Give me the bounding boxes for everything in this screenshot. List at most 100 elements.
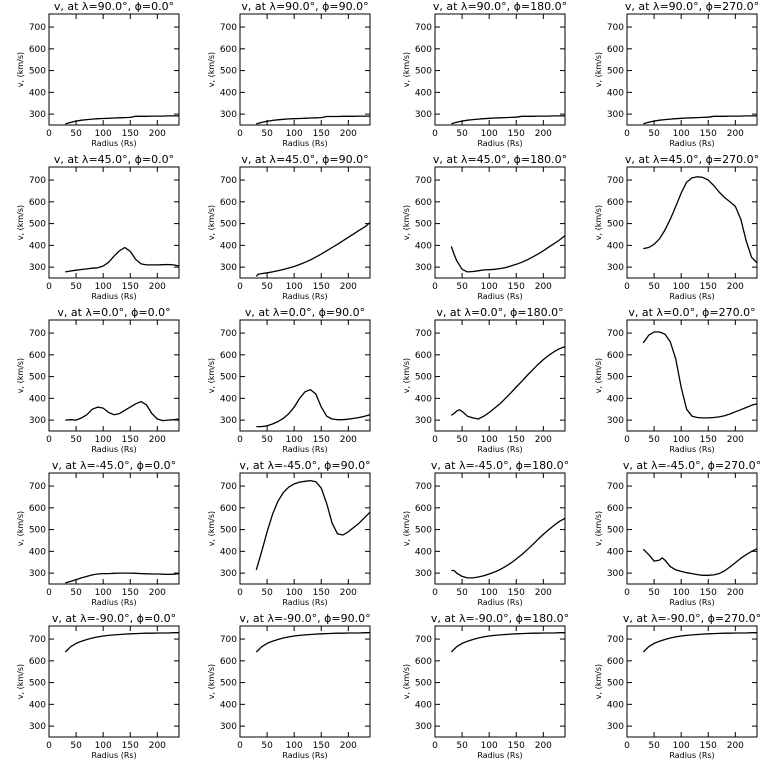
y-tick-label: 700: [607, 176, 624, 186]
plot-frame: [626, 472, 758, 585]
y-tick-label: 400: [220, 547, 237, 557]
x-tick-label: 150: [508, 282, 525, 292]
chart-panel: v, at λ=90.0°, ϕ=90.0° 0 50 100 150 200 300 400…: [207, 0, 371, 148]
panel-title: v, at λ=45.0°, ϕ=0.0°: [54, 153, 174, 166]
x-tick-label: 0: [46, 282, 52, 292]
x-tick-label: 200: [727, 435, 744, 445]
x-axis-label: Radius (Rs): [282, 292, 327, 301]
x-tick-label: 150: [700, 282, 717, 292]
x-tick-label: 200: [535, 435, 552, 445]
panel-title: v, at λ=90.0°, ϕ=90.0°: [241, 0, 368, 13]
y-tick-label: 300: [220, 416, 237, 426]
x-tick-label: 100: [673, 741, 690, 751]
y-tick-label: 700: [607, 329, 624, 339]
plot-frame: [48, 472, 180, 585]
y-tick-label: 500: [29, 373, 46, 383]
y-tick-label: 700: [220, 482, 237, 492]
x-tick-label: 50: [70, 588, 82, 598]
x-tick-label: 200: [727, 129, 744, 139]
y-tick-label: 700: [415, 23, 432, 33]
x-tick-label: 150: [700, 588, 717, 598]
y-tick-label: 400: [220, 88, 237, 98]
x-tick-label: 200: [149, 282, 166, 292]
x-tick-label: 0: [237, 741, 243, 751]
x-tick-label: 200: [340, 588, 357, 598]
y-tick-label: 400: [29, 241, 46, 251]
x-tick-label: 100: [286, 129, 303, 139]
y-tick-label: 400: [607, 394, 624, 404]
x-tick-label: 100: [481, 129, 498, 139]
y-tick-label: 400: [220, 700, 237, 710]
x-axis-label: Radius (Rs): [282, 598, 327, 607]
panel-title: v, at λ=45.0°, ϕ=90.0°: [241, 153, 368, 166]
x-tick-label: 100: [673, 588, 690, 598]
y-axis-label: v, (km/s): [594, 511, 603, 546]
panel-title: v, at λ=45.0°, ϕ=180.0°: [433, 153, 567, 166]
x-axis-label: Radius (Rs): [91, 139, 136, 148]
x-tick-label: 200: [535, 129, 552, 139]
series-line: [255, 479, 371, 571]
y-tick-label: 600: [415, 198, 432, 208]
chart-panel: v, at λ=90.0°, ϕ=180.0° 0 50 100 150 200 300 40…: [402, 0, 567, 148]
y-tick-label: 600: [607, 351, 624, 361]
x-tick-label: 100: [481, 435, 498, 445]
y-tick-label: 700: [220, 23, 237, 33]
panel-title: v, at λ=-45.0°, ϕ=0.0°: [52, 459, 176, 472]
y-tick-label: 500: [607, 679, 624, 689]
plot-frame: [48, 625, 180, 738]
y-tick-label: 400: [29, 88, 46, 98]
y-tick-label: 300: [220, 263, 237, 273]
x-tick-label: 200: [727, 741, 744, 751]
y-tick-label: 300: [29, 263, 46, 273]
y-axis-label: v, (km/s): [402, 511, 411, 546]
x-tick-label: 150: [122, 588, 139, 598]
series-line: [450, 235, 566, 273]
x-tick-label: 200: [149, 588, 166, 598]
series-line: [255, 222, 371, 277]
y-tick-label: 500: [415, 526, 432, 536]
x-tick-label: 200: [340, 282, 357, 292]
y-axis-label: v, (km/s): [207, 511, 216, 546]
x-tick-label: 100: [673, 129, 690, 139]
x-tick-label: 50: [456, 435, 468, 445]
x-axis-label: Radius (Rs): [477, 598, 522, 607]
series-line: [451, 115, 565, 125]
y-tick-label: 500: [29, 679, 46, 689]
series-line: [643, 176, 758, 264]
y-axis-label: v, (km/s): [16, 664, 25, 699]
series-line: [642, 331, 758, 419]
series-line: [642, 632, 757, 653]
x-tick-label: 200: [340, 741, 357, 751]
plot-frame: [626, 625, 758, 738]
y-tick-label: 300: [415, 722, 432, 732]
x-tick-label: 100: [673, 435, 690, 445]
x-tick-label: 50: [261, 129, 273, 139]
y-tick-label: 500: [220, 373, 237, 383]
y-tick-label: 500: [607, 220, 624, 230]
plot-frame: [434, 166, 566, 279]
x-axis-label: Radius (Rs): [669, 292, 714, 301]
y-tick-label: 700: [415, 635, 432, 645]
chart-panel: v, at λ=-45.0°, ϕ=270.0° 0 50 100 150 200 300 4…: [594, 459, 761, 607]
plot-frame: [48, 13, 180, 126]
x-tick-label: 150: [313, 282, 330, 292]
y-tick-label: 400: [607, 241, 624, 251]
plot-frame: [434, 625, 566, 738]
y-tick-label: 700: [607, 23, 624, 33]
series-line: [450, 632, 565, 653]
x-tick-label: 0: [432, 588, 438, 598]
chart-panel: v, at λ=-45.0°, ϕ=0.0° 0 50 100 150 200 300 400…: [16, 459, 180, 607]
x-tick-label: 0: [624, 588, 630, 598]
chart-panel: v, at λ=-90.0°, ϕ=90.0° 0 50 100 150 200 300 40…: [207, 612, 371, 760]
chart-panel: v, at λ=90.0°, ϕ=0.0° 0 50 100 150 200 300 400 5…: [16, 0, 180, 148]
x-axis-label: Radius (Rs): [91, 292, 136, 301]
x-tick-label: 200: [535, 588, 552, 598]
x-axis-label: Radius (Rs): [669, 598, 714, 607]
y-tick-label: 400: [415, 394, 432, 404]
y-tick-label: 300: [29, 722, 46, 732]
panel-title: v, at λ=0.0°, ϕ=180.0°: [436, 306, 563, 319]
series-line: [450, 345, 566, 420]
chart-panel: v, at λ=45.0°, ϕ=0.0° 0 50 100 150 200 300 400 5…: [16, 153, 180, 301]
y-tick-label: 500: [607, 526, 624, 536]
plot-frame: [626, 166, 758, 279]
